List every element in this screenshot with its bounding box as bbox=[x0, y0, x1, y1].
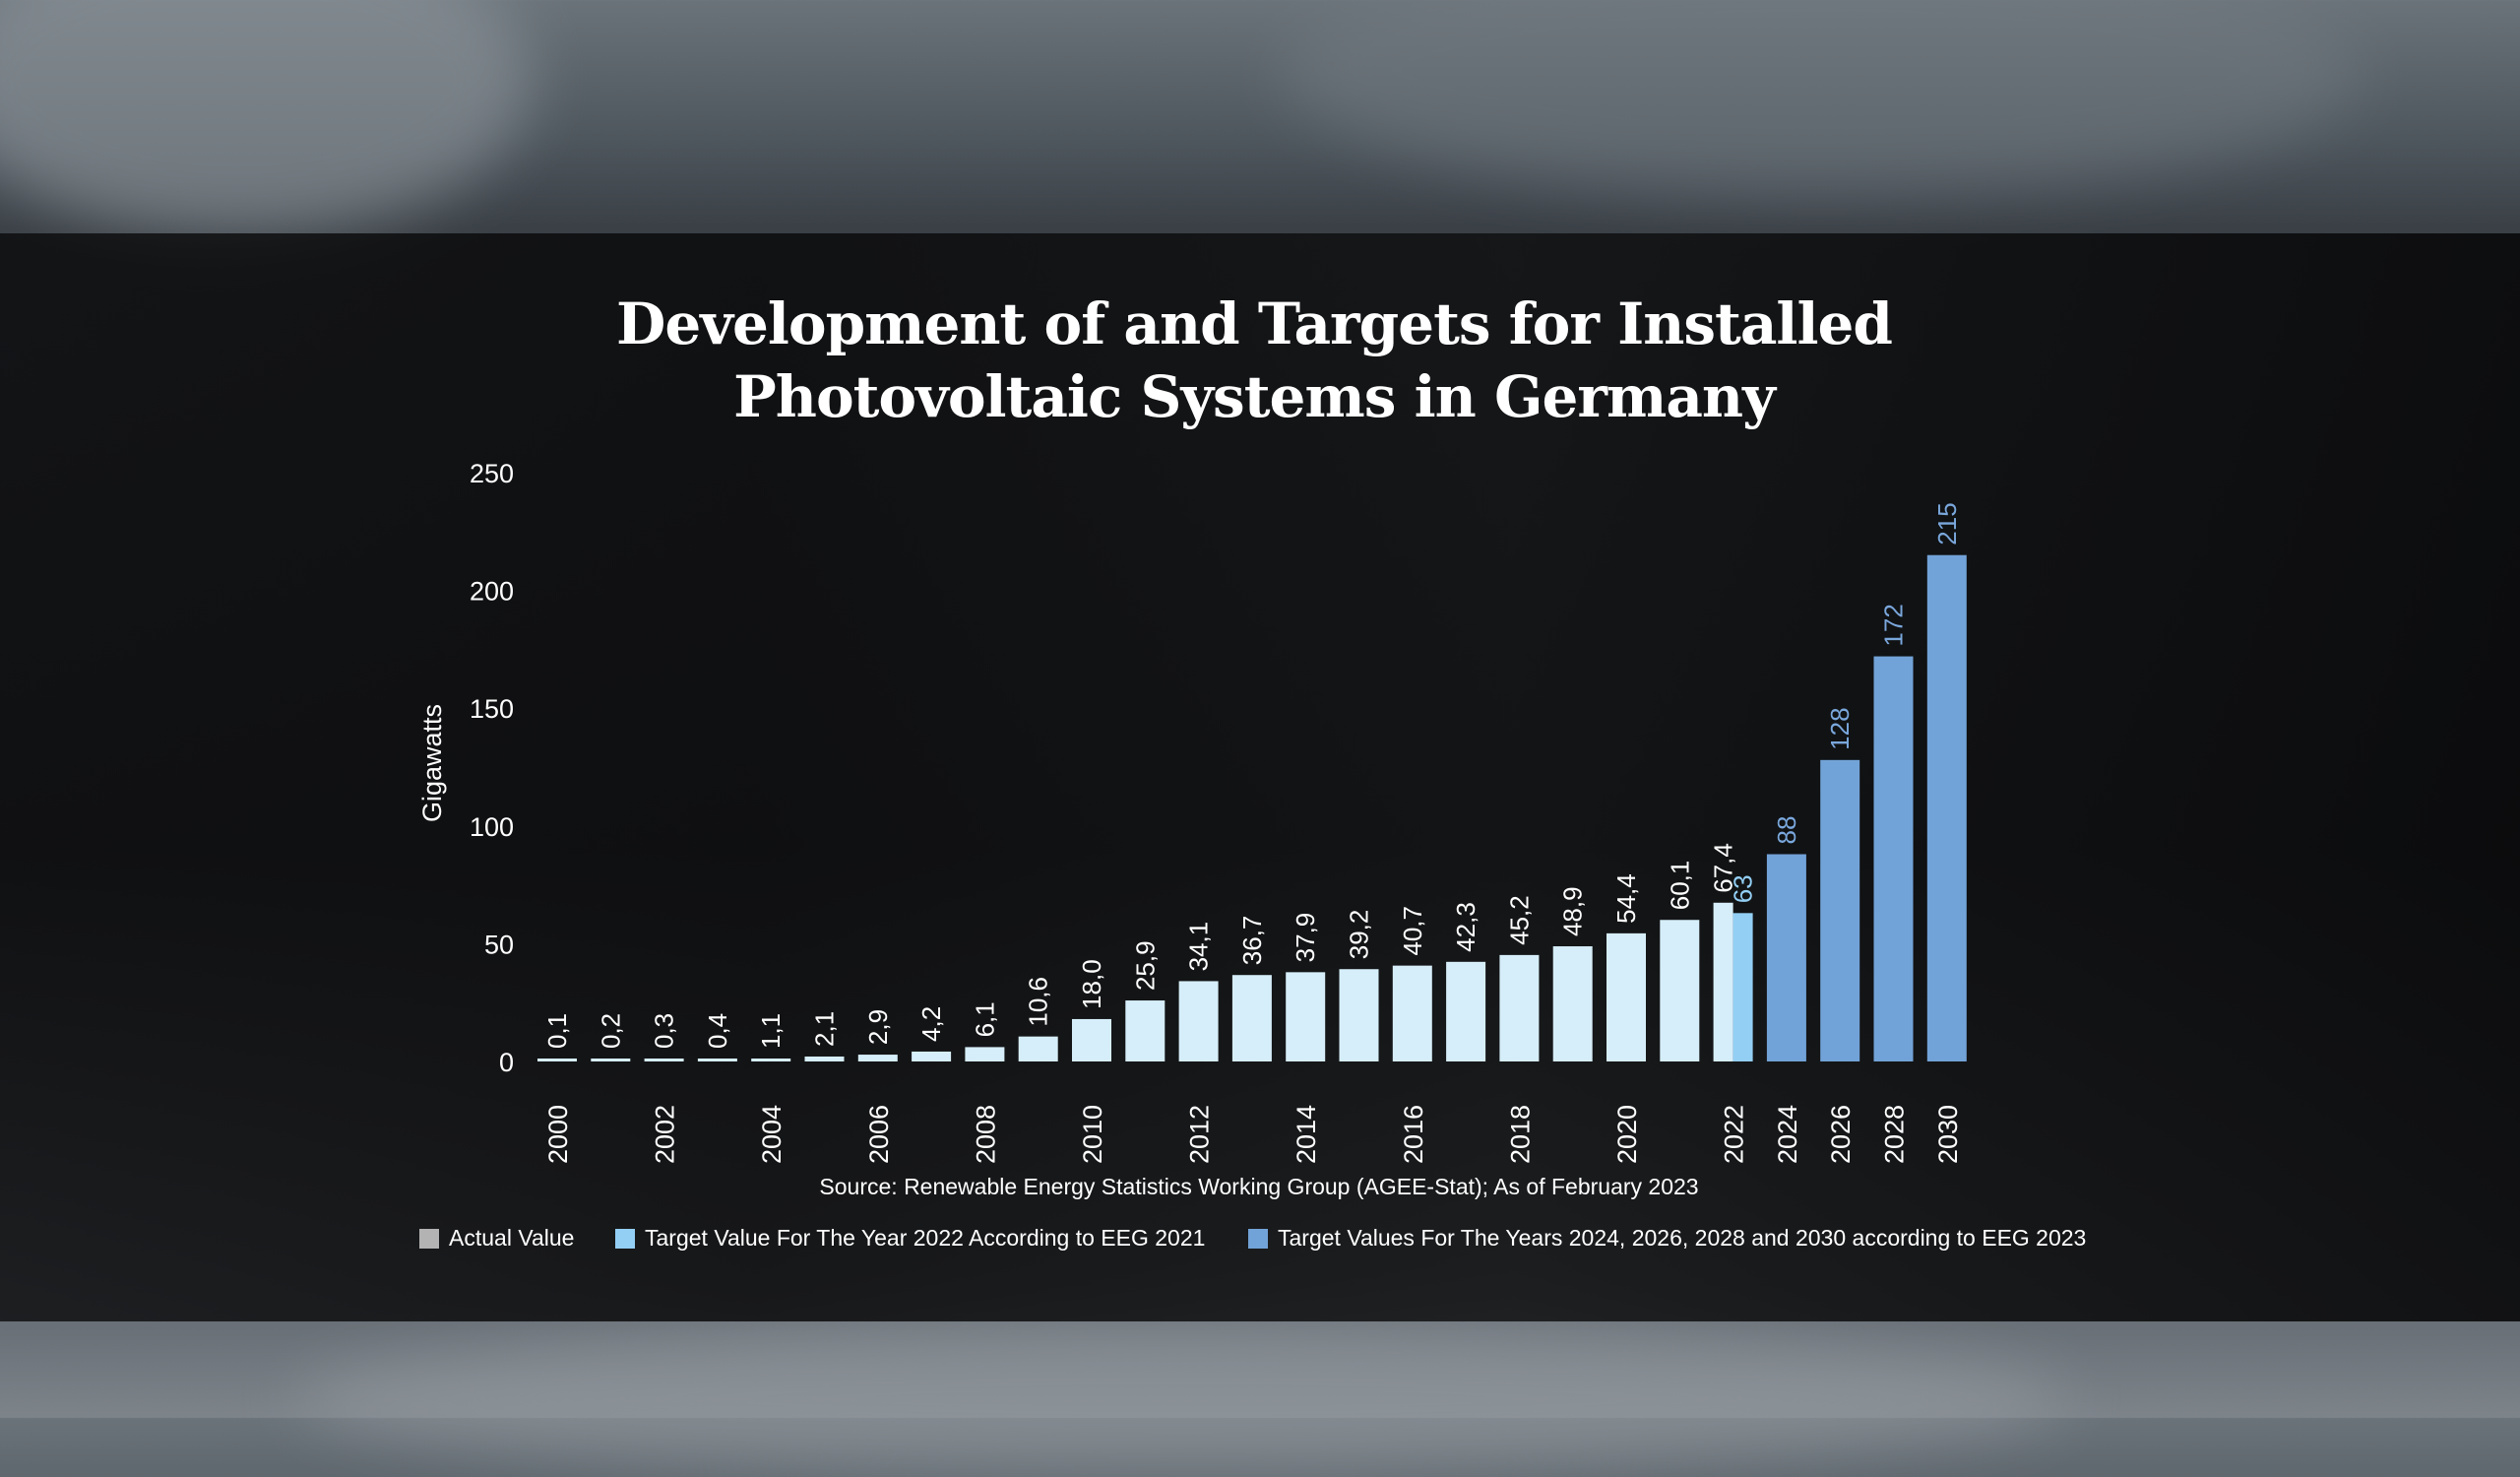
value-label-2024: 88 bbox=[1772, 816, 1801, 845]
source-note: Source: Renewable Energy Statistics Work… bbox=[819, 1174, 1699, 1199]
value-label-2015: 39,2 bbox=[1345, 910, 1374, 960]
y-tick-label: 0 bbox=[499, 1048, 514, 1077]
background-photo-foliage bbox=[1280, 0, 2362, 197]
legend-item-target-2022: Target Value For The Year 2022 According… bbox=[615, 1225, 1205, 1252]
bar-2011 bbox=[1125, 1000, 1166, 1061]
bar-2021 bbox=[1660, 920, 1700, 1061]
legend-label-target-2022: Target Value For The Year 2022 According… bbox=[645, 1225, 1206, 1251]
bar-2004 bbox=[751, 1059, 791, 1061]
value-label-2030: 215 bbox=[1932, 502, 1962, 545]
value-label-2008: 6,1 bbox=[970, 1001, 999, 1037]
legend-swatch-actual bbox=[419, 1228, 439, 1249]
legend-swatch-target-2022 bbox=[615, 1228, 635, 1249]
value-label-2020: 54,4 bbox=[1611, 873, 1641, 924]
x-tick-label: 2004 bbox=[757, 1105, 787, 1164]
x-tick-label: 2016 bbox=[1399, 1105, 1428, 1164]
bar-2000 bbox=[537, 1059, 577, 1061]
chart-title: Development of and Targets for Installed… bbox=[0, 288, 2508, 433]
legend-label-targets: Target Values For The Years 2024, 2026, … bbox=[1278, 1225, 2087, 1251]
value-label-2016: 40,7 bbox=[1398, 906, 1427, 956]
y-tick-label: 50 bbox=[484, 930, 514, 959]
x-tick-label: 2020 bbox=[1612, 1105, 1642, 1164]
x-tick-label: 2030 bbox=[1933, 1105, 1963, 1164]
value-label-2003: 0,4 bbox=[703, 1013, 732, 1049]
value-label-2012: 34,1 bbox=[1184, 922, 1214, 972]
x-tick-label: 2000 bbox=[543, 1105, 573, 1164]
x-tick-label: 2026 bbox=[1826, 1105, 1856, 1164]
bar-2014 bbox=[1286, 972, 1326, 1061]
value-label-2028: 172 bbox=[1879, 604, 1909, 646]
bar-chart: Gigawatts 0 50 100 150 200 250 0,1 0,2 0,3 0,4 1,… bbox=[417, 459, 1967, 1164]
value-label-2013: 36,7 bbox=[1237, 916, 1267, 966]
bar-2007 bbox=[912, 1051, 952, 1061]
x-tick-label: 2010 bbox=[1078, 1105, 1107, 1164]
bar-2026 bbox=[1820, 759, 1860, 1061]
x-tick-label: 2024 bbox=[1773, 1105, 1802, 1164]
bar-2005 bbox=[804, 1056, 845, 1061]
x-tick-label: 2012 bbox=[1185, 1105, 1215, 1164]
bar-2024 bbox=[1766, 854, 1806, 1061]
bar-2013 bbox=[1231, 975, 1272, 1061]
value-label-2018: 45,2 bbox=[1504, 895, 1534, 945]
bar-2022-target bbox=[1732, 913, 1753, 1061]
bar-2010 bbox=[1072, 1018, 1111, 1061]
bar-2012 bbox=[1178, 981, 1219, 1061]
x-tick-label: 2002 bbox=[651, 1105, 680, 1164]
bar-2006 bbox=[857, 1055, 898, 1061]
value-label-2002: 0,3 bbox=[650, 1013, 679, 1049]
legend: Actual Value Target Value For The Year 2… bbox=[0, 1225, 2520, 1258]
x-tick-label: 2006 bbox=[864, 1105, 894, 1164]
x-tick-label: 2008 bbox=[971, 1105, 1000, 1164]
value-label-2026: 128 bbox=[1825, 707, 1855, 749]
y-tick-label: 250 bbox=[470, 459, 514, 488]
chart-panel bbox=[0, 233, 2520, 1321]
bar-2008 bbox=[965, 1047, 1005, 1061]
bar-2002 bbox=[644, 1059, 684, 1061]
bar-2022 bbox=[1713, 902, 1733, 1061]
value-label-2011: 25,9 bbox=[1130, 940, 1160, 991]
value-label-2005: 2,1 bbox=[810, 1011, 840, 1047]
bar-2028 bbox=[1873, 656, 1914, 1061]
value-label-2007: 4,2 bbox=[916, 1006, 946, 1042]
value-label-2022-target: 63 bbox=[1729, 874, 1758, 903]
legend-item-targets-2024-2030: Target Values For The Years 2024, 2026, … bbox=[1248, 1225, 2086, 1252]
value-label-2000: 0,1 bbox=[542, 1013, 572, 1049]
title-line-2: Photovoltaic Systems in Germany bbox=[733, 363, 1776, 430]
value-label-2001: 0,2 bbox=[596, 1013, 625, 1049]
x-tick-label: 2028 bbox=[1880, 1105, 1910, 1164]
bar-2017 bbox=[1446, 961, 1486, 1061]
x-tick-label: 2022 bbox=[1720, 1105, 1749, 1164]
bar-2018 bbox=[1499, 954, 1540, 1061]
value-label-2019: 48,9 bbox=[1558, 886, 1588, 936]
x-tick-label: 2014 bbox=[1292, 1105, 1321, 1164]
value-label-2004: 1,1 bbox=[756, 1013, 786, 1049]
value-label-2022: 67,4 bbox=[1709, 843, 1738, 893]
bar-2003 bbox=[697, 1059, 737, 1061]
legend-label-actual: Actual Value bbox=[449, 1225, 575, 1251]
y-tick-label: 200 bbox=[470, 577, 514, 607]
title-line-1: Development of and Targets for Installed bbox=[616, 290, 1893, 357]
value-label-2017: 42,3 bbox=[1451, 902, 1480, 952]
bar-2020 bbox=[1606, 932, 1646, 1061]
y-tick-label: 100 bbox=[470, 812, 514, 842]
value-label-2010: 18,0 bbox=[1077, 959, 1106, 1009]
legend-item-actual: Actual Value bbox=[419, 1225, 574, 1252]
legend-swatch-targets bbox=[1248, 1228, 1268, 1249]
bar-2001 bbox=[591, 1059, 631, 1061]
value-label-2021: 60,1 bbox=[1665, 861, 1694, 911]
bar-2016 bbox=[1392, 965, 1432, 1061]
y-axis-label: Gigawatts bbox=[417, 704, 447, 822]
value-label-2014: 37,9 bbox=[1291, 913, 1320, 963]
bar-2015 bbox=[1339, 969, 1379, 1061]
value-label-2006: 2,9 bbox=[863, 1009, 893, 1045]
x-tick-label: 2018 bbox=[1505, 1105, 1535, 1164]
bar-2030 bbox=[1926, 554, 1967, 1061]
y-tick-label: 150 bbox=[470, 694, 514, 724]
bar-2019 bbox=[1552, 946, 1593, 1061]
value-label-2009: 10,6 bbox=[1024, 977, 1053, 1027]
bar-2009 bbox=[1018, 1036, 1058, 1061]
